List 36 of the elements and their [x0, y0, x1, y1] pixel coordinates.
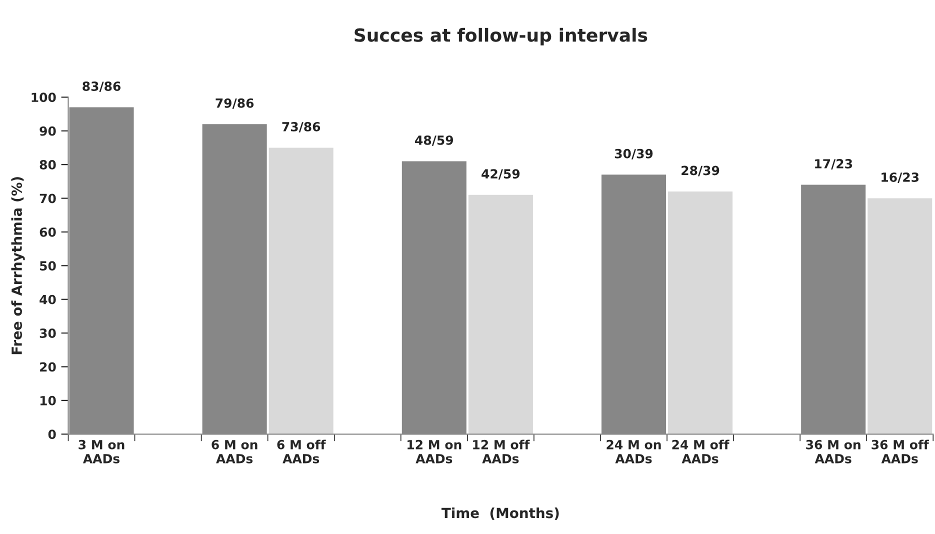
data-label: 73/86: [282, 122, 320, 132]
y-tick-label: 30: [40, 328, 56, 338]
y-tick-label: 50: [40, 261, 56, 271]
y-tick-label: 60: [40, 227, 56, 237]
x-tick-label: 24 M off AADs: [672, 440, 730, 464]
bar: [268, 148, 334, 434]
y-tick-label: 100: [32, 92, 56, 102]
y-tick-label: 0: [48, 430, 56, 440]
data-label: 83/86: [82, 82, 121, 92]
y-tick-label: 80: [40, 160, 56, 170]
data-label: 79/86: [216, 98, 254, 109]
chart-title: Succes at follow-up intervals: [354, 28, 648, 46]
x-tick-label: 12 M off AADs: [473, 440, 530, 464]
x-tick-label: 6 M on AADs: [212, 440, 258, 464]
data-label: 48/59: [415, 135, 454, 146]
bar: [868, 198, 932, 434]
x-tick-label: 36 M off AADs: [872, 440, 929, 464]
y-tick-label: 70: [40, 194, 56, 204]
bar: [668, 192, 733, 434]
x-tick-label: 6 M off AADs: [277, 440, 326, 464]
y-tick-label: 40: [40, 294, 56, 304]
y-tick-label: 20: [40, 362, 56, 372]
y-axis-title: Free of Arrhythmia (%): [11, 177, 25, 354]
data-label: 17/23: [815, 159, 852, 170]
x-tick-label: 3 M on AADs: [78, 440, 124, 464]
data-label: 42/59: [482, 169, 520, 180]
x-tick-label: 12 M on AADs: [408, 440, 462, 464]
bar: [468, 194, 533, 434]
y-tick-label: 10: [40, 396, 56, 406]
data-label: 30/39: [614, 148, 653, 160]
x-tick-label: 36 M on AADs: [806, 440, 860, 464]
data-label: 28/39: [682, 166, 720, 176]
x-tick-label: 24 M on AADs: [606, 440, 661, 464]
x-axis-title: Time (Months): [441, 507, 559, 520]
data-label: 16/23: [882, 172, 919, 183]
y-tick-label: 90: [40, 126, 56, 136]
